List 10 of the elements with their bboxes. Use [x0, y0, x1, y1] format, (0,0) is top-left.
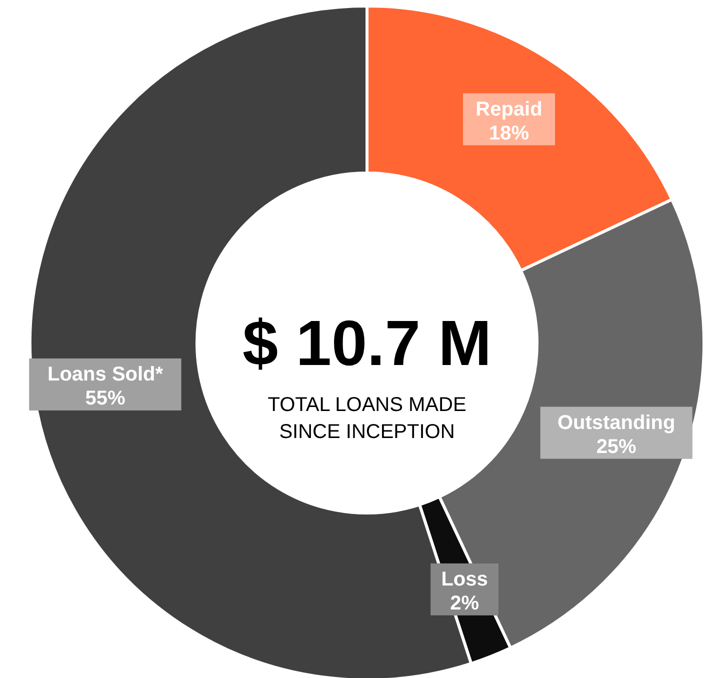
data-label: 18%	[488, 122, 530, 144]
slice-label: Loans Sold*	[47, 363, 164, 386]
data-label: 25%	[596, 436, 637, 458]
slice-label: Outstanding	[557, 412, 676, 434]
text: $ 10.7 M	[242, 307, 492, 379]
slice-label: Loss	[441, 568, 488, 590]
slice-label: Repaid	[476, 98, 542, 120]
data-label: 55%	[85, 387, 126, 410]
text: TOTAL LOANS MADE SINCE INCEPTION	[268, 394, 466, 443]
data-label: 2%	[450, 592, 480, 614]
